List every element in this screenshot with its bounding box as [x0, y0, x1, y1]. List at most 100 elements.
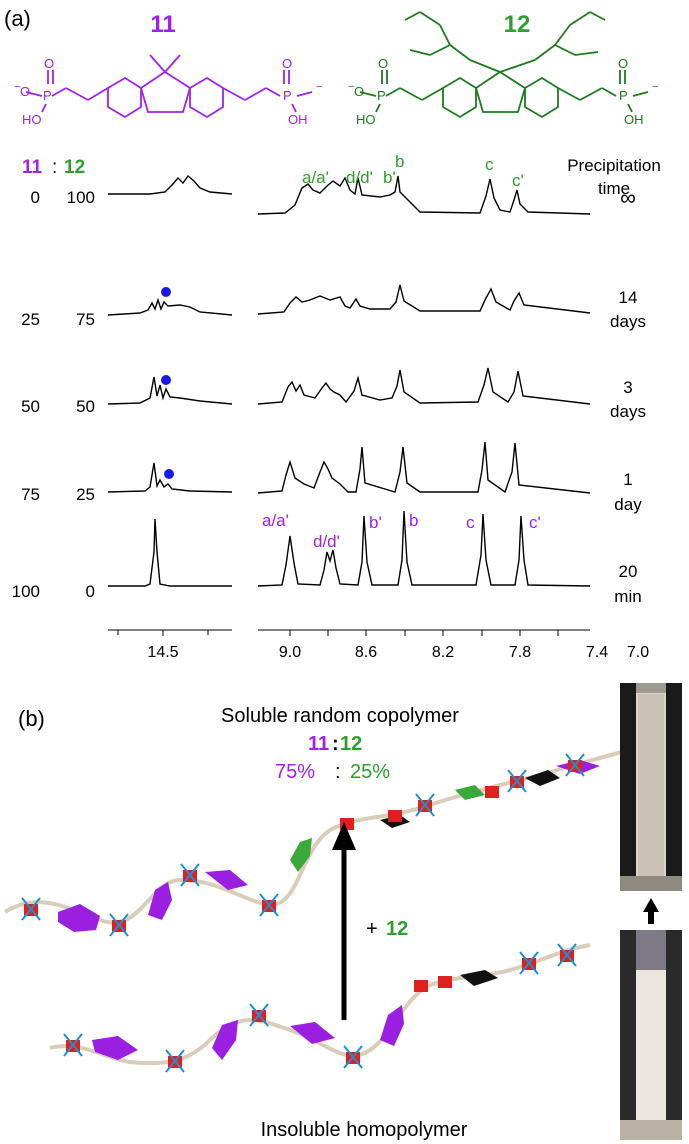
- ratio-header: 11 : 12: [22, 157, 85, 178]
- svg-text:b: b: [395, 152, 404, 171]
- svg-text:c: c: [485, 155, 494, 174]
- blue-dot-row4: [164, 469, 174, 479]
- svg-text:days: days: [610, 312, 646, 331]
- svg-text:3: 3: [623, 378, 632, 397]
- svg-text:days: days: [610, 402, 646, 421]
- svg-text:b: b: [409, 511, 418, 530]
- c11-oh: OH: [288, 112, 308, 127]
- time-rows: ∞ 14 days 3 days 1 day 20 min: [610, 185, 646, 606]
- spectrum-right-row5: [257, 510, 591, 587]
- c11-p-right: P: [283, 88, 292, 103]
- c12-p-left: P: [377, 88, 386, 103]
- svg-text:c': c': [512, 171, 524, 190]
- svg-text:−: −: [652, 81, 658, 93]
- c11-ho: HO: [22, 112, 42, 127]
- spectrum-left-row5: [108, 518, 232, 587]
- peak-labels-12: a/a' d/d' b' b c c': [302, 152, 524, 190]
- svg-text:d/d': d/d': [346, 168, 373, 187]
- spectrum-right-row1: [257, 175, 591, 215]
- c11-o-top-right: O: [282, 56, 292, 71]
- svg-text:100: 100: [67, 188, 95, 207]
- compound-12-structure: [359, 11, 649, 119]
- svg-text:7.8: 7.8: [509, 644, 531, 661]
- svg-text:75: 75: [21, 485, 40, 504]
- svg-text::: :: [332, 733, 339, 755]
- svg-text:a/a': a/a': [302, 168, 329, 187]
- vial-photo-top: [620, 683, 682, 891]
- svg-text:b': b': [383, 168, 396, 187]
- c11-o-left: O: [20, 84, 30, 99]
- c11-o-top-left: O: [44, 56, 54, 71]
- svg-text:9.0: 9.0: [279, 644, 301, 661]
- svg-text:7.4: 7.4: [586, 644, 608, 661]
- addition-arrow: [332, 822, 356, 1020]
- c12-o-top-right: O: [618, 56, 628, 71]
- compound-11-structure: [25, 54, 313, 119]
- svg-text:min: min: [614, 587, 641, 606]
- c12-oh: OH: [624, 112, 644, 127]
- svg-text:25: 25: [76, 485, 95, 504]
- c12-o-left: O: [354, 84, 364, 99]
- axes: [108, 629, 590, 636]
- panel-b-label: (b): [18, 706, 45, 731]
- svg-text:∞: ∞: [620, 185, 636, 210]
- compound-12-atoms: O O HO P P OH O − −: [348, 56, 658, 127]
- blue-dot-row3: [161, 375, 171, 385]
- spectra-right: [257, 175, 591, 587]
- svg-text:b': b': [369, 513, 382, 532]
- compound-11-atoms: O O HO P P OH O − −: [14, 56, 322, 127]
- svg-text:c': c': [529, 513, 541, 532]
- axis-tick-labels: 14.5 9.0 8.6 8.2 7.8 7.4 7.0: [147, 644, 649, 661]
- svg-text:12: 12: [64, 157, 85, 178]
- svg-text:1: 1: [623, 470, 632, 489]
- spectrum-left-row2: [107, 297, 233, 316]
- svg-text:0: 0: [86, 582, 95, 601]
- svg-text::: :: [52, 157, 57, 178]
- spectrum-left-row4: [107, 462, 233, 493]
- spectra-left: [107, 174, 233, 587]
- svg-text:11: 11: [22, 157, 43, 178]
- svg-text:75: 75: [76, 310, 95, 329]
- blue-markers: [161, 287, 174, 479]
- peak-labels-11: a/a' d/d' b' b c c': [262, 511, 541, 551]
- homopolymer-chain: [49, 943, 591, 1073]
- svg-text:−: −: [316, 81, 322, 93]
- svg-text:−: −: [348, 81, 354, 93]
- compound-12-number: 12: [504, 11, 531, 38]
- panel-b-ratio: 11 : 12: [308, 733, 362, 755]
- spectrum-right-row3: [257, 367, 591, 405]
- spectrum-left-row1: [108, 174, 233, 195]
- svg-text:100: 100: [12, 582, 40, 601]
- svg-text:50: 50: [76, 397, 95, 416]
- panel-b-title: Soluble random copolymer: [221, 705, 459, 727]
- spectrum-right-row2: [257, 284, 591, 315]
- c11-p-left: P: [43, 88, 52, 103]
- compound-11-number: 11: [150, 11, 175, 38]
- svg-text:c: c: [466, 513, 475, 532]
- c12-ho: HO: [356, 112, 376, 127]
- arrow-label-plus: +: [366, 918, 378, 940]
- svg-text:14: 14: [619, 288, 638, 307]
- svg-text:11: 11: [308, 733, 329, 755]
- svg-text:0: 0: [31, 188, 40, 207]
- time-header-line1: Precipitation: [567, 156, 661, 175]
- svg-text:25: 25: [21, 310, 40, 329]
- svg-text:−: −: [14, 81, 20, 93]
- blue-dot-row2: [161, 287, 171, 297]
- vial-photo-bottom: [620, 930, 682, 1140]
- svg-text:7.0: 7.0: [627, 644, 649, 661]
- svg-text:12: 12: [340, 733, 362, 755]
- c12-o-top-left: O: [378, 56, 388, 71]
- arrow-label-12: 12: [386, 918, 408, 940]
- spectrum-right-row4: [257, 441, 591, 494]
- panel-b-percent: 75% : 25%: [275, 761, 390, 783]
- svg-text:75%: 75%: [275, 761, 315, 783]
- svg-text:d/d': d/d': [313, 532, 340, 551]
- ratio-rows: 0 100 25 75 50 50 75 25 100 0: [12, 188, 95, 601]
- vial-arrow-head: [643, 898, 659, 912]
- svg-text:a/a': a/a': [262, 511, 289, 530]
- svg-text:day: day: [614, 495, 642, 514]
- svg-text:8.2: 8.2: [432, 644, 454, 661]
- svg-text:25%: 25%: [350, 761, 390, 783]
